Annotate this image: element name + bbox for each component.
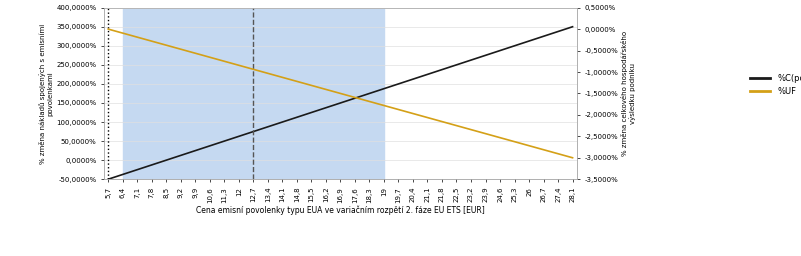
Y-axis label: % změna celkového hospodářského
výsledku podniku: % změna celkového hospodářského výsledku… [621,31,636,156]
Bar [123,8,384,179]
Legend: %C(pov), %UF: %C(pov), %UF [747,70,801,99]
X-axis label: Cena emisní povolenky typu EUA ve variačním rozpětí 2. fáze EU ETS [EUR]: Cena emisní povolenky typu EUA ve variač… [196,205,485,215]
Y-axis label: % změna nákladů spojených s emisními
povolenkami: % změna nákladů spojených s emisními pov… [39,23,54,164]
